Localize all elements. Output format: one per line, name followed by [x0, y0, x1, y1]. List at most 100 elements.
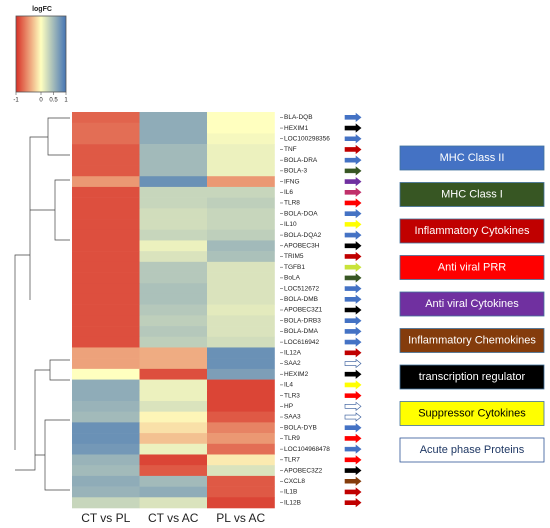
row-label: IL12A — [284, 350, 302, 357]
row-label: IFNG — [284, 178, 300, 185]
category-arrow — [344, 455, 362, 465]
category-arrow — [344, 166, 362, 176]
category-arrow — [344, 348, 362, 358]
row-label: CXCL8 — [284, 478, 305, 485]
heatmap-cell — [139, 144, 208, 156]
heatmap-cell — [72, 176, 140, 188]
row-label: APOBEC3H — [284, 243, 320, 250]
row-label: TRIM5 — [284, 253, 304, 260]
row-label: BOLA-DRB3 — [284, 317, 321, 324]
row-label: LOC100298356 — [284, 135, 330, 142]
heatmap-cell — [207, 165, 275, 177]
row-label: TLR8 — [284, 200, 300, 207]
key-tick-label: 1 — [64, 98, 68, 104]
row-label: BOLA-3 — [284, 168, 308, 175]
heatmap-cell — [139, 475, 208, 487]
heatmap-cell — [207, 154, 275, 166]
heatmap-cell — [139, 186, 208, 198]
heatmap-cell — [139, 454, 208, 466]
column-label: CT vs PL — [81, 511, 130, 525]
category-arrow — [344, 273, 362, 283]
heatmap-cell — [139, 272, 208, 284]
row-label: IL10 — [284, 221, 297, 228]
heatmap-cell — [72, 154, 140, 166]
heatmap-cell — [72, 475, 140, 487]
heatmap-cell — [207, 315, 275, 327]
legend-box — [399, 328, 545, 353]
legend-label: transcription regulator — [419, 371, 526, 383]
heatmap-cell — [72, 390, 140, 402]
category-arrow — [344, 369, 362, 379]
heatmap-cell — [72, 336, 140, 348]
row-label: TGFB1 — [284, 264, 305, 271]
heatmap-cell — [207, 422, 275, 434]
heatmap-cell — [207, 197, 275, 209]
category-arrow — [344, 155, 362, 165]
heatmap-cell — [207, 176, 275, 188]
key-tick-label: 0.5 — [49, 98, 58, 104]
category-arrow — [344, 465, 362, 476]
row-label: TLR7 — [284, 457, 300, 464]
heatmap-cell — [207, 454, 275, 466]
heatmap-cell — [72, 326, 140, 338]
category-arrow — [344, 423, 362, 433]
heatmap-cell — [72, 379, 140, 391]
heatmap-cell — [139, 315, 208, 327]
heatmap-cell — [207, 379, 275, 391]
category-arrow — [344, 401, 362, 411]
legend-label: Inflammatory Cytokines — [415, 225, 530, 237]
row-label: HEXIM2 — [284, 371, 309, 378]
heatmap-cell — [72, 208, 140, 220]
legend-box — [399, 145, 545, 171]
row-label: BOLA-DRA — [284, 157, 318, 164]
heatmap-cell — [139, 165, 208, 177]
heatmap-cell — [207, 133, 275, 145]
row-label: SAA3 — [284, 414, 301, 421]
heatmap-cell — [139, 400, 208, 412]
legend-label: Acute phase Proteins — [420, 444, 525, 456]
category-arrow — [344, 134, 362, 144]
category-arrow — [344, 316, 362, 326]
heatmap-cell — [207, 411, 275, 423]
legend-box — [399, 401, 545, 426]
heatmap-cell — [72, 433, 140, 445]
heatmap-cell — [139, 465, 208, 477]
heatmap-cell — [139, 390, 208, 402]
row-label: BOLA-DOA — [284, 210, 318, 217]
heatmap-cell — [139, 433, 208, 445]
row-label: APOBEC3Z1 — [284, 307, 323, 314]
row-label: TLR9 — [284, 435, 300, 442]
heatmap-cell — [207, 144, 275, 156]
legend-box — [399, 182, 545, 207]
category-arrow — [344, 112, 362, 122]
heatmap-cell — [72, 497, 140, 509]
heatmap-cell — [207, 400, 275, 412]
heatmap-cell — [139, 154, 208, 166]
heatmap-cell — [72, 368, 140, 380]
heatmap-cell — [139, 293, 208, 305]
heatmap-cell — [207, 358, 275, 370]
category-arrow — [344, 176, 362, 187]
heatmap-cell — [139, 112, 208, 124]
heatmap-cell — [72, 347, 140, 359]
heatmap-cell — [72, 443, 140, 455]
heatmap-cell — [139, 219, 208, 231]
heatmap-cell — [207, 304, 275, 316]
heatmap-cell — [72, 400, 140, 412]
legend-label: MHC Class I — [441, 188, 503, 200]
heatmap-cell — [207, 347, 275, 359]
heatmap-cell — [72, 229, 140, 241]
row-label: BOLA-DMB — [284, 296, 318, 303]
heatmap-cell — [72, 304, 140, 316]
heatmap-cell — [207, 229, 275, 241]
heatmap-cell — [72, 261, 140, 273]
category-arrow — [344, 187, 362, 197]
heatmap-cell — [207, 336, 275, 348]
category-arrow — [344, 326, 362, 337]
color-key — [15, 15, 67, 93]
category-arrow — [344, 198, 362, 208]
category-arrow — [344, 433, 362, 444]
category-arrow — [344, 283, 362, 294]
heatmap-cell — [139, 326, 208, 338]
